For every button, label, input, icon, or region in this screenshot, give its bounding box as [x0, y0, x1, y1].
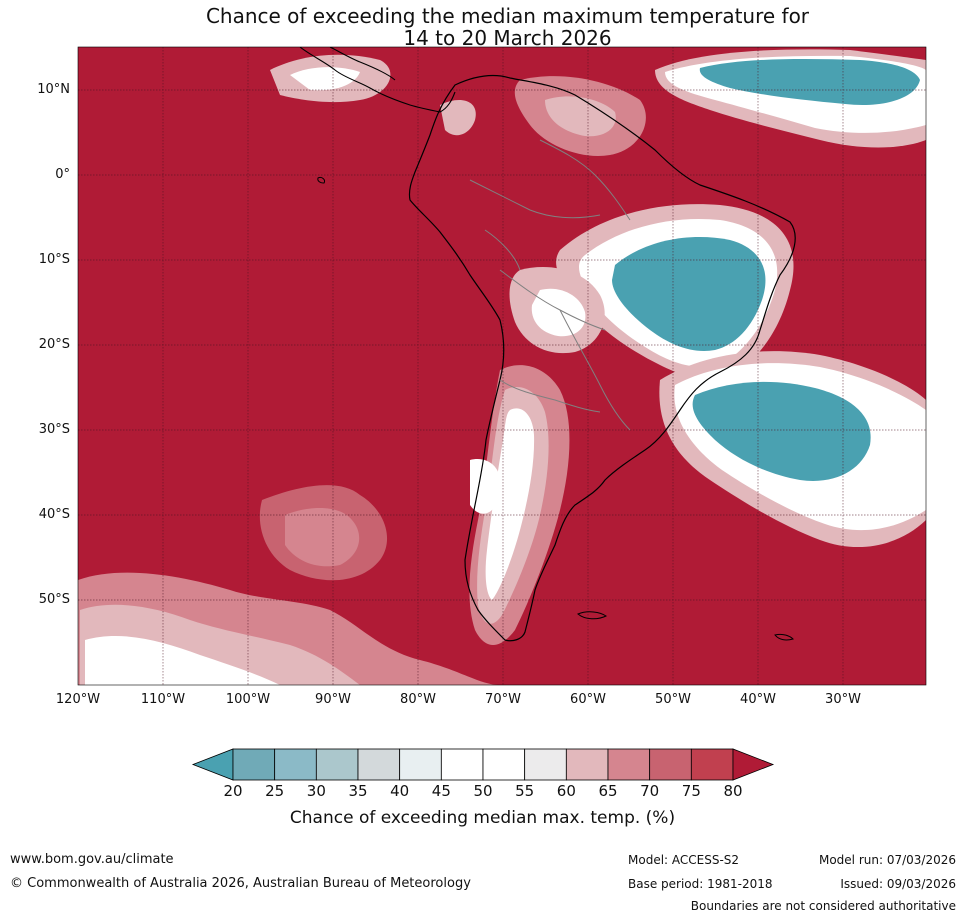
- colorbar-tick-label: 30: [306, 782, 326, 800]
- colorbar-cell: [274, 748, 317, 781]
- colorbar-tick-label: 50: [473, 782, 493, 800]
- colorbar-cell: [565, 748, 609, 781]
- colorbar-cell: [232, 748, 276, 781]
- lon-label-70w: 70°W: [485, 692, 521, 707]
- colorbar-tick-label: 25: [265, 782, 285, 800]
- colorbar-tick-label: 80: [723, 782, 743, 800]
- colorbar-tick-label: 45: [431, 782, 451, 800]
- colorbar-tick-label: 70: [640, 782, 660, 800]
- model-name: Model: ACCESS-S2: [628, 853, 740, 867]
- map-title: Chance of exceeding the median maximum t…: [205, 4, 810, 28]
- colorbar-tick-label: 40: [390, 782, 410, 800]
- colorbar-tick-label: 55: [515, 782, 535, 800]
- colorbar-arrow-low: [191, 748, 234, 781]
- lon-label-90w: 90°W: [315, 692, 351, 707]
- lon-label-50w: 50°W: [655, 692, 691, 707]
- colorbar-tick-label: 65: [598, 782, 618, 800]
- boundaries-disclaimer: Boundaries are not considered authoritat…: [690, 899, 956, 913]
- lon-label-110w: 110°W: [140, 692, 186, 707]
- lat-label-10s: 10°S: [38, 252, 70, 267]
- lon-label-40w: 40°W: [740, 692, 776, 707]
- colorbar-tick-label: 60: [556, 782, 576, 800]
- model-run-date: Model run: 07/03/2026: [818, 853, 956, 867]
- copyright-text: © Commonwealth of Australia 2026, Austra…: [10, 876, 471, 891]
- lat-label-40s: 40°S: [38, 507, 70, 522]
- colorbar-arrow-high: [732, 748, 775, 781]
- colorbar-cell: [649, 748, 692, 781]
- lon-label-80w: 80°W: [400, 692, 436, 707]
- colorbar-cell: [440, 748, 484, 781]
- lon-label-30w: 30°W: [825, 692, 861, 707]
- lat-label-30s: 30°S: [38, 422, 70, 437]
- colorbar-cell: [357, 748, 401, 781]
- colorbar-cell: [315, 748, 359, 781]
- colorbar-cell: [524, 748, 567, 781]
- lon-label-120w: 120°W: [55, 692, 101, 707]
- colorbar-cell: [399, 748, 442, 781]
- lon-label-100w: 100°W: [225, 692, 271, 707]
- colorbar-tick-label: 75: [681, 782, 701, 800]
- website-link[interactable]: www.bom.gov.au/climate: [10, 852, 174, 867]
- base-period: Base period: 1981-2018: [628, 877, 773, 891]
- central-america-coastline: [299, 47, 456, 113]
- map-subtitle: 14 to 20 March 2026: [403, 26, 612, 50]
- colorbar-cell: [607, 748, 651, 781]
- colorbar-cell: [482, 748, 526, 781]
- lat-label-20s: 20°S: [38, 337, 70, 352]
- lat-label-50s: 50°S: [38, 592, 70, 607]
- lon-label-60w: 60°W: [570, 692, 606, 707]
- lat-label-0: 0°: [55, 167, 70, 182]
- south-america-coastline: [408, 74, 796, 642]
- colorbar-cell: [690, 748, 734, 781]
- colorbar-tick-label: 35: [348, 782, 368, 800]
- colorbar-label: Chance of exceeding median max. temp. (%…: [289, 808, 676, 828]
- falkland-islands: [577, 611, 607, 620]
- issued-date: Issued: 09/03/2026: [840, 877, 956, 891]
- colorbar-tick-label: 20: [223, 782, 243, 800]
- lat-label-10n: 10°N: [37, 82, 70, 97]
